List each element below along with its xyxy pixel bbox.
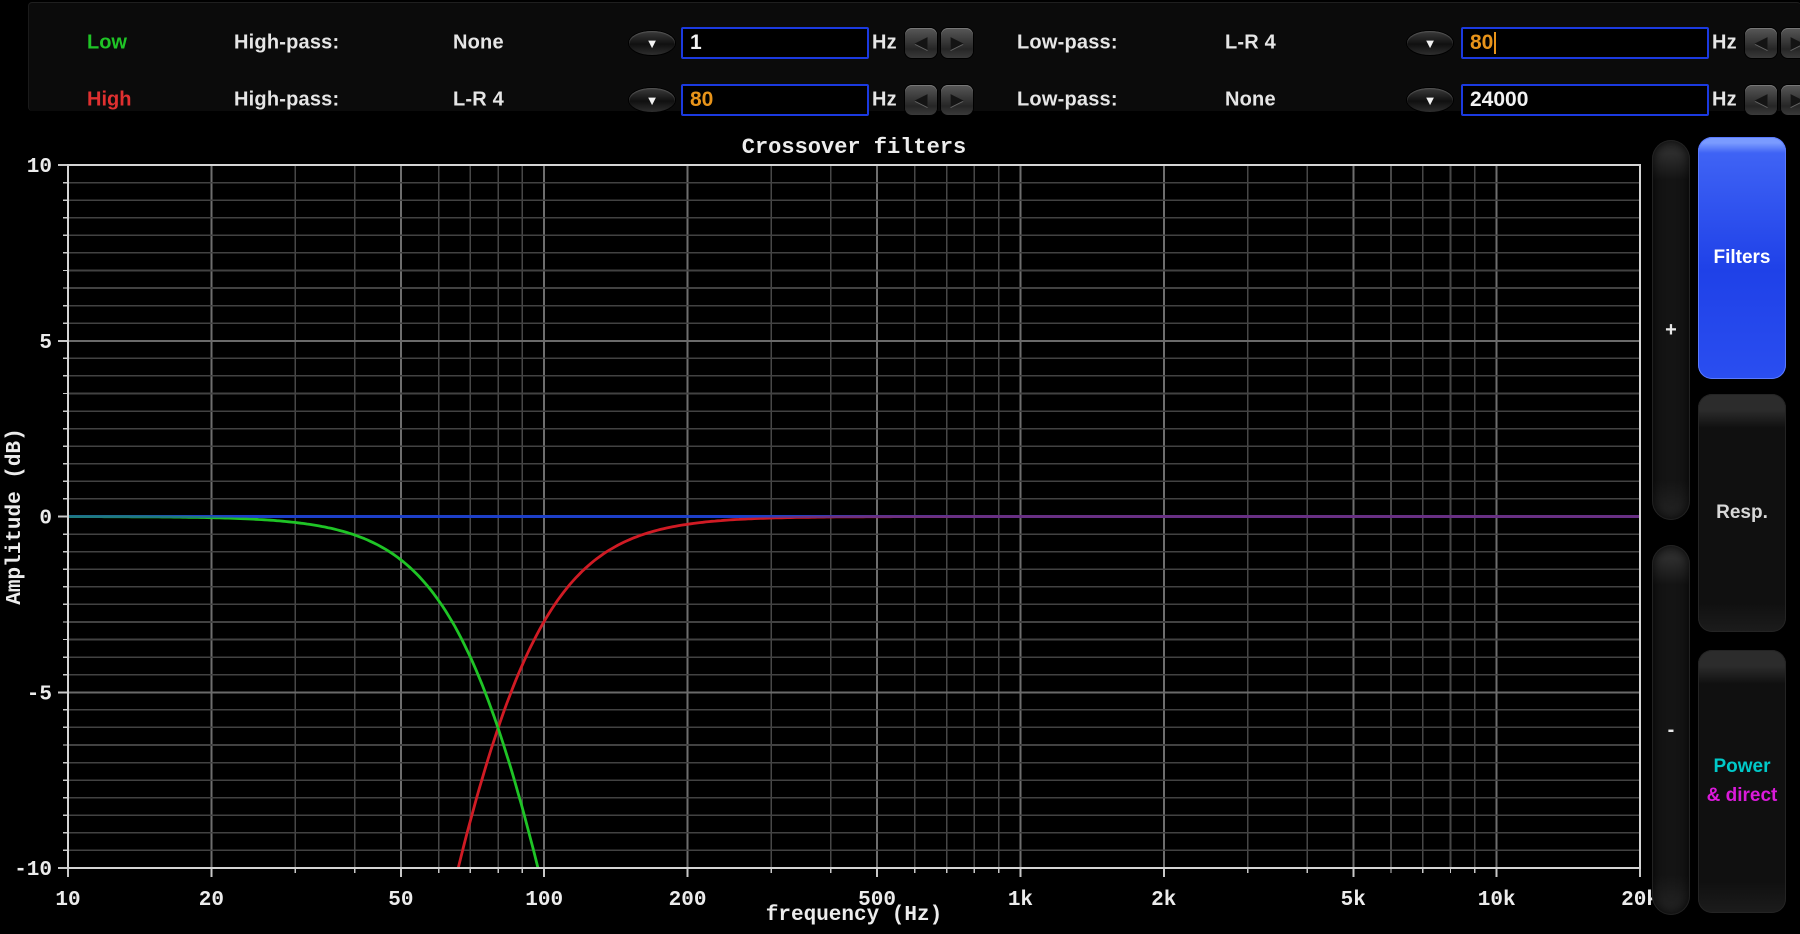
y-tick-label: 0 (39, 508, 52, 531)
crossover-filters-chart: Crossover filters 10 5 0 -5 -10 10 20 50 100 200 50… (0, 110, 1700, 934)
channel-label-low: Low (87, 31, 127, 54)
lowpass-type-dropdown[interactable]: ▼ (1407, 88, 1453, 112)
zoom-in-button[interactable]: + (1652, 140, 1690, 520)
highpass-label: High-pass: (234, 88, 340, 111)
chevron-down-icon: ▼ (1423, 92, 1437, 108)
filter-toolbar: Low High-pass: None ▼ 1 Hz ◀ ▶ Low-pass:… (28, 2, 1800, 116)
freq-increment-button[interactable]: ▶ (1781, 85, 1800, 115)
y-axis-title: Amplitude (dB) (4, 428, 27, 604)
lowpass-freq-stepper: ◀ ▶ (1745, 85, 1800, 115)
lowpass-freq-input[interactable]: 80 (1461, 27, 1709, 59)
low-channel-row: Low High-pass: None ▼ 1 Hz ◀ ▶ Low-pass:… (29, 26, 1800, 60)
lowpass-freq-input[interactable]: 24000 (1461, 84, 1709, 116)
highpass-type-dropdown[interactable]: ▼ (629, 88, 675, 112)
minus-icon: - (1667, 718, 1675, 741)
hz-unit-label: Hz (1712, 88, 1737, 111)
x-tick-label: 1k (1008, 889, 1033, 912)
x-tick-label: 10 (55, 889, 80, 912)
chevron-down-icon: ▼ (645, 35, 659, 51)
lowpass-type-value[interactable]: L-R 4 (1225, 31, 1276, 54)
freq-increment-button[interactable]: ▶ (941, 85, 973, 115)
freq-increment-button[interactable]: ▶ (941, 28, 973, 58)
x-tick-label: 50 (388, 889, 413, 912)
highpass-label: High-pass: (234, 31, 340, 54)
y-tick-label: 5 (39, 332, 52, 355)
x-tick-label: 20 (199, 889, 224, 912)
x-tick-label: 500 (858, 889, 896, 912)
y-tick-label: 10 (27, 156, 52, 179)
x-tick-label: 20k (1621, 889, 1659, 912)
freq-decrement-button[interactable]: ◀ (905, 28, 937, 58)
hz-unit-label: Hz (872, 31, 897, 54)
freq-decrement-button[interactable]: ◀ (905, 85, 937, 115)
power-tab-label-line1: Power (1713, 756, 1771, 777)
lowpass-label: Low-pass: (1017, 88, 1118, 111)
highpass-freq-input[interactable]: 80 (681, 84, 869, 116)
highpass-freq-stepper: ◀ ▶ (905, 85, 973, 115)
highpass-freq-input[interactable]: 1 (681, 27, 869, 59)
freq-increment-button[interactable]: ▶ (1781, 28, 1800, 58)
curve-highpass (456, 515, 1640, 868)
filters-tab-button[interactable]: Filters (1698, 137, 1786, 379)
freq-decrement-button[interactable]: ◀ (1745, 28, 1777, 58)
response-tab-label: Resp. (1716, 502, 1768, 523)
hz-unit-label: Hz (872, 88, 897, 111)
high-channel-row: High High-pass: L-R 4 ▼ 80 Hz ◀ ▶ Low-pa… (29, 83, 1800, 117)
freq-decrement-button[interactable]: ◀ (1745, 85, 1777, 115)
lowpass-freq-value: 24000 (1470, 88, 1529, 111)
lowpass-label: Low-pass: (1017, 31, 1118, 54)
lowpass-freq-value: 80 (1470, 31, 1494, 54)
chart-curves (68, 515, 1640, 868)
highpass-freq-value: 80 (690, 88, 714, 111)
highpass-type-value[interactable]: None (453, 31, 504, 54)
power-tab-label-line2: & direct (1706, 784, 1778, 806)
highpass-freq-stepper: ◀ ▶ (905, 28, 973, 58)
power-direct-tab-button[interactable]: Power & direct (1698, 650, 1786, 913)
filters-tab-label: Filters (1713, 247, 1771, 268)
x-tick-label: 10k (1478, 889, 1516, 912)
x-tick-label: 5k (1341, 889, 1366, 912)
x-tick-label: 2k (1151, 889, 1176, 912)
chart-title: Crossover filters (742, 135, 966, 160)
hz-unit-label: Hz (1712, 31, 1737, 54)
zoom-out-button[interactable]: - (1652, 545, 1690, 915)
highpass-type-dropdown[interactable]: ▼ (629, 31, 675, 55)
lowpass-freq-stepper: ◀ ▶ (1745, 28, 1800, 58)
curve-lowpass (68, 515, 540, 868)
chevron-down-icon: ▼ (645, 92, 659, 108)
plot-frame (66, 163, 1642, 870)
response-tab-button[interactable]: Resp. (1698, 394, 1786, 632)
x-tick-label: 100 (525, 889, 563, 912)
highpass-freq-value: 1 (690, 31, 702, 54)
x-tick-label: 200 (669, 889, 707, 912)
y-tick-label: -10 (14, 859, 52, 882)
channel-label-high: High (87, 88, 132, 111)
plus-icon: + (1665, 318, 1677, 341)
y-tick-label: -5 (27, 683, 52, 706)
chart-gridlines (58, 164, 1641, 877)
text-caret (1494, 32, 1497, 54)
lowpass-type-dropdown[interactable]: ▼ (1407, 31, 1453, 55)
lowpass-type-value[interactable]: None (1225, 88, 1276, 111)
highpass-type-value[interactable]: L-R 4 (453, 88, 504, 111)
chevron-down-icon: ▼ (1423, 35, 1437, 51)
x-axis-title: frequency (Hz) (766, 904, 942, 927)
